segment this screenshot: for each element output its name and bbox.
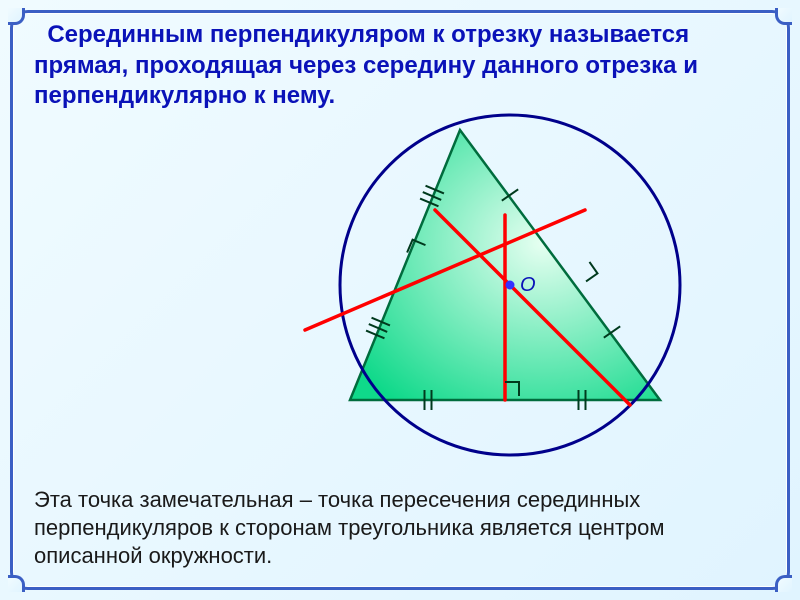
frame-notch [8, 575, 25, 592]
right-angle-mark-on_bc [578, 262, 597, 281]
definition-text: Серединным перпендикуляром к отрезку наз… [34, 20, 710, 112]
frame-notch [775, 8, 792, 25]
center-label: О [520, 274, 536, 296]
caption-text: Эта точка замечательная – точка пересече… [34, 486, 710, 570]
geometry-figure: О [200, 100, 760, 470]
center-point [506, 281, 514, 289]
frame-notch [775, 575, 792, 592]
